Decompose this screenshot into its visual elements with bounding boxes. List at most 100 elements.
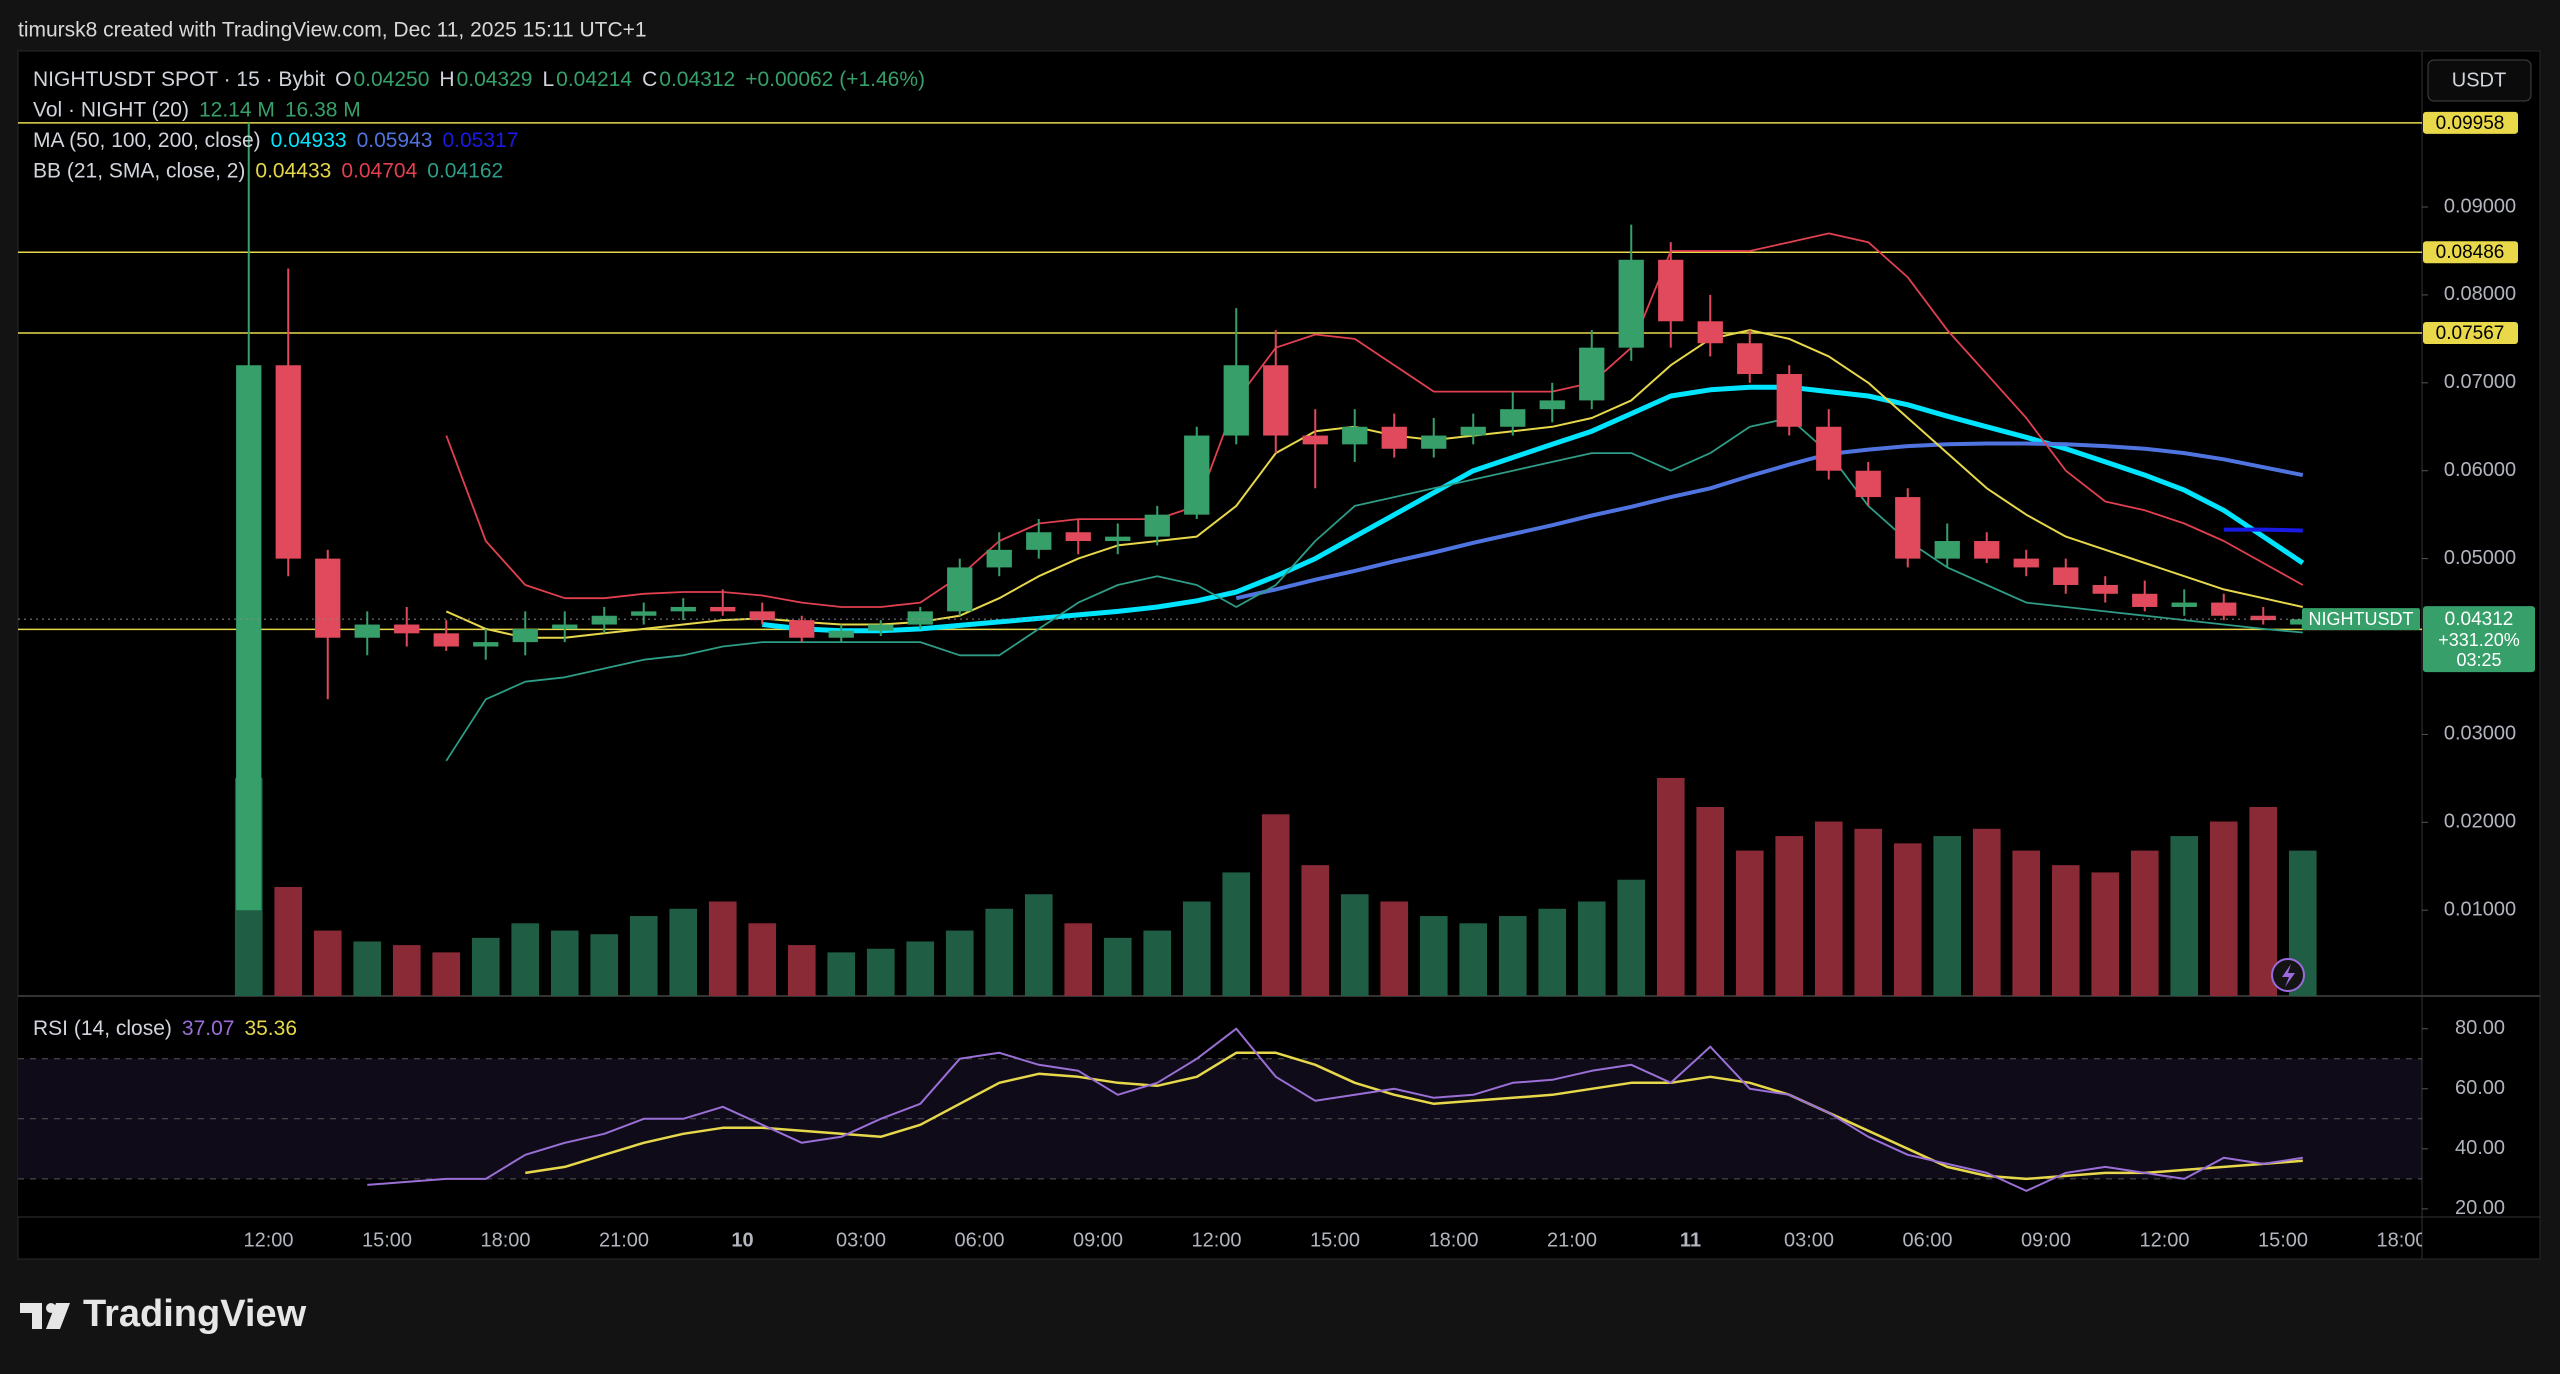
volume-bar [2051, 865, 2080, 996]
legend-row: NIGHTUSDT SPOT · 15 · Bybit O0.04250 H0.04… [33, 68, 925, 91]
y-tick-label: 0.06000 [2444, 459, 2516, 481]
volume-bar [1182, 901, 1211, 996]
level-label: 0.08486 [2436, 242, 2505, 263]
candle-body [275, 365, 301, 559]
currency-button[interactable] [2427, 59, 2532, 102]
candle-body [1816, 426, 1842, 471]
legend-title: BB (21, SMA, close, 2) [33, 159, 245, 182]
logo-icon [20, 1303, 70, 1329]
candle-body [1460, 426, 1486, 436]
volume-bar [471, 937, 500, 996]
overlay-line [1235, 441, 2304, 601]
legend-value: 0.04329 [457, 68, 533, 91]
legend-row: RSI (14, close) 37.07 35.36 [33, 1017, 297, 1040]
candle-body [1697, 321, 1723, 344]
x-tick-label: 15:00 [362, 1229, 412, 1251]
volume-bar [669, 908, 698, 996]
currency-button-label[interactable]: USDT [2452, 69, 2506, 91]
y-tick-label: 0.08000 [2444, 283, 2516, 305]
candle-body [1184, 435, 1210, 515]
candle-body [631, 611, 657, 616]
candle-body [789, 620, 815, 638]
y-tick-label: 0.09000 [2444, 195, 2516, 217]
volume-bar [2012, 850, 2041, 996]
candle-body [1065, 532, 1091, 542]
volume-bar [1696, 807, 1725, 996]
x-tick-label: 11 [1680, 1229, 1701, 1251]
candle-body [552, 624, 578, 629]
legend-value: 0.04214 [556, 68, 632, 91]
volume-bar [1933, 836, 1962, 996]
legend-value: 12.14 M [199, 98, 275, 121]
main-layer [18, 122, 2422, 996]
last-price-box [2423, 606, 2535, 673]
volume-bar [1538, 908, 1567, 996]
candle-body [1026, 532, 1052, 550]
legend-row: BB (21, SMA, close, 2) 0.04433 0.04704 0.04… [33, 159, 503, 182]
x-tick-label: 10 [731, 1229, 753, 1251]
legend-value: 16.38 M [285, 98, 361, 121]
legend-title: Vol · NIGHT (20) [33, 98, 189, 121]
x-tick-label: 06:00 [954, 1229, 1004, 1251]
volume-bar [748, 923, 777, 996]
volume-bar [1735, 850, 1764, 996]
legend-value: 0.04250 [353, 68, 429, 91]
volume-bar [866, 948, 895, 996]
legend-title: NIGHTUSDT SPOT · 15 · Bybit [33, 68, 325, 91]
rsi-line [367, 1027, 2303, 1192]
volume-bar [708, 901, 737, 996]
overlay-line [445, 232, 2304, 608]
countdown-label: 03:25 [2456, 650, 2501, 670]
volume-bar [1380, 901, 1409, 996]
level-label-box [2423, 321, 2518, 344]
legend-value: 0.04704 [341, 159, 417, 182]
volume-bar [787, 945, 816, 996]
rsi-ma-line [525, 1051, 2303, 1181]
volume-bar [1775, 836, 1804, 996]
legend-title: RSI (14, close) [33, 1017, 172, 1040]
volume-bar [1893, 843, 1922, 996]
candle-body [1776, 374, 1802, 427]
candle-body [473, 642, 499, 647]
volume-bar [945, 930, 974, 996]
symbol-label: NIGHTUSDT [2309, 609, 2414, 629]
volume-bar [985, 908, 1014, 996]
x-tick-label: 18:00 [1428, 1229, 1478, 1251]
candle-body [749, 611, 775, 621]
legend-value: O [335, 68, 351, 91]
logo-icon-dot [46, 1303, 56, 1313]
candle-body [1342, 426, 1368, 445]
x-tick-label: 15:00 [2258, 1229, 2308, 1251]
volume-bar [392, 945, 421, 996]
volume-bar [1854, 828, 1883, 996]
candle-body [670, 606, 696, 612]
x-tick-label: 21:00 [1547, 1229, 1597, 1251]
legend-value: 37.07 [182, 1017, 235, 1040]
x-tick-label: 06:00 [1902, 1229, 1952, 1251]
candle-body [315, 558, 341, 638]
candle-body [907, 611, 933, 625]
candle-body [1500, 409, 1526, 427]
volume-bar [1656, 777, 1685, 996]
candle-body [512, 628, 538, 643]
overlay-line [2223, 527, 2303, 533]
candle-body [1974, 541, 2000, 559]
x-tick-label: 12:00 [243, 1229, 293, 1251]
volume-bar [1419, 916, 1448, 996]
candle-body [986, 549, 1012, 568]
legend-row: MA (50, 100, 200, close) 0.04933 0.05943 0.… [33, 129, 518, 152]
candle-body [1737, 343, 1763, 375]
candle-body [394, 624, 420, 634]
volume-bar [274, 886, 303, 996]
volume-bar [353, 941, 382, 996]
volume-bar [1340, 894, 1369, 996]
attribution: timursk8 created with TradingView.com, D… [18, 19, 647, 42]
y-tick-label: 80.00 [2455, 1017, 2505, 1039]
candle-body [1539, 400, 1565, 410]
legend-value: 0.04312 [659, 68, 735, 91]
candle-body [2132, 593, 2158, 607]
y-tick-label: 0.05000 [2444, 547, 2516, 569]
volume-bar [432, 952, 461, 996]
volume-bar [2091, 872, 2120, 996]
candle-body [2092, 584, 2118, 594]
